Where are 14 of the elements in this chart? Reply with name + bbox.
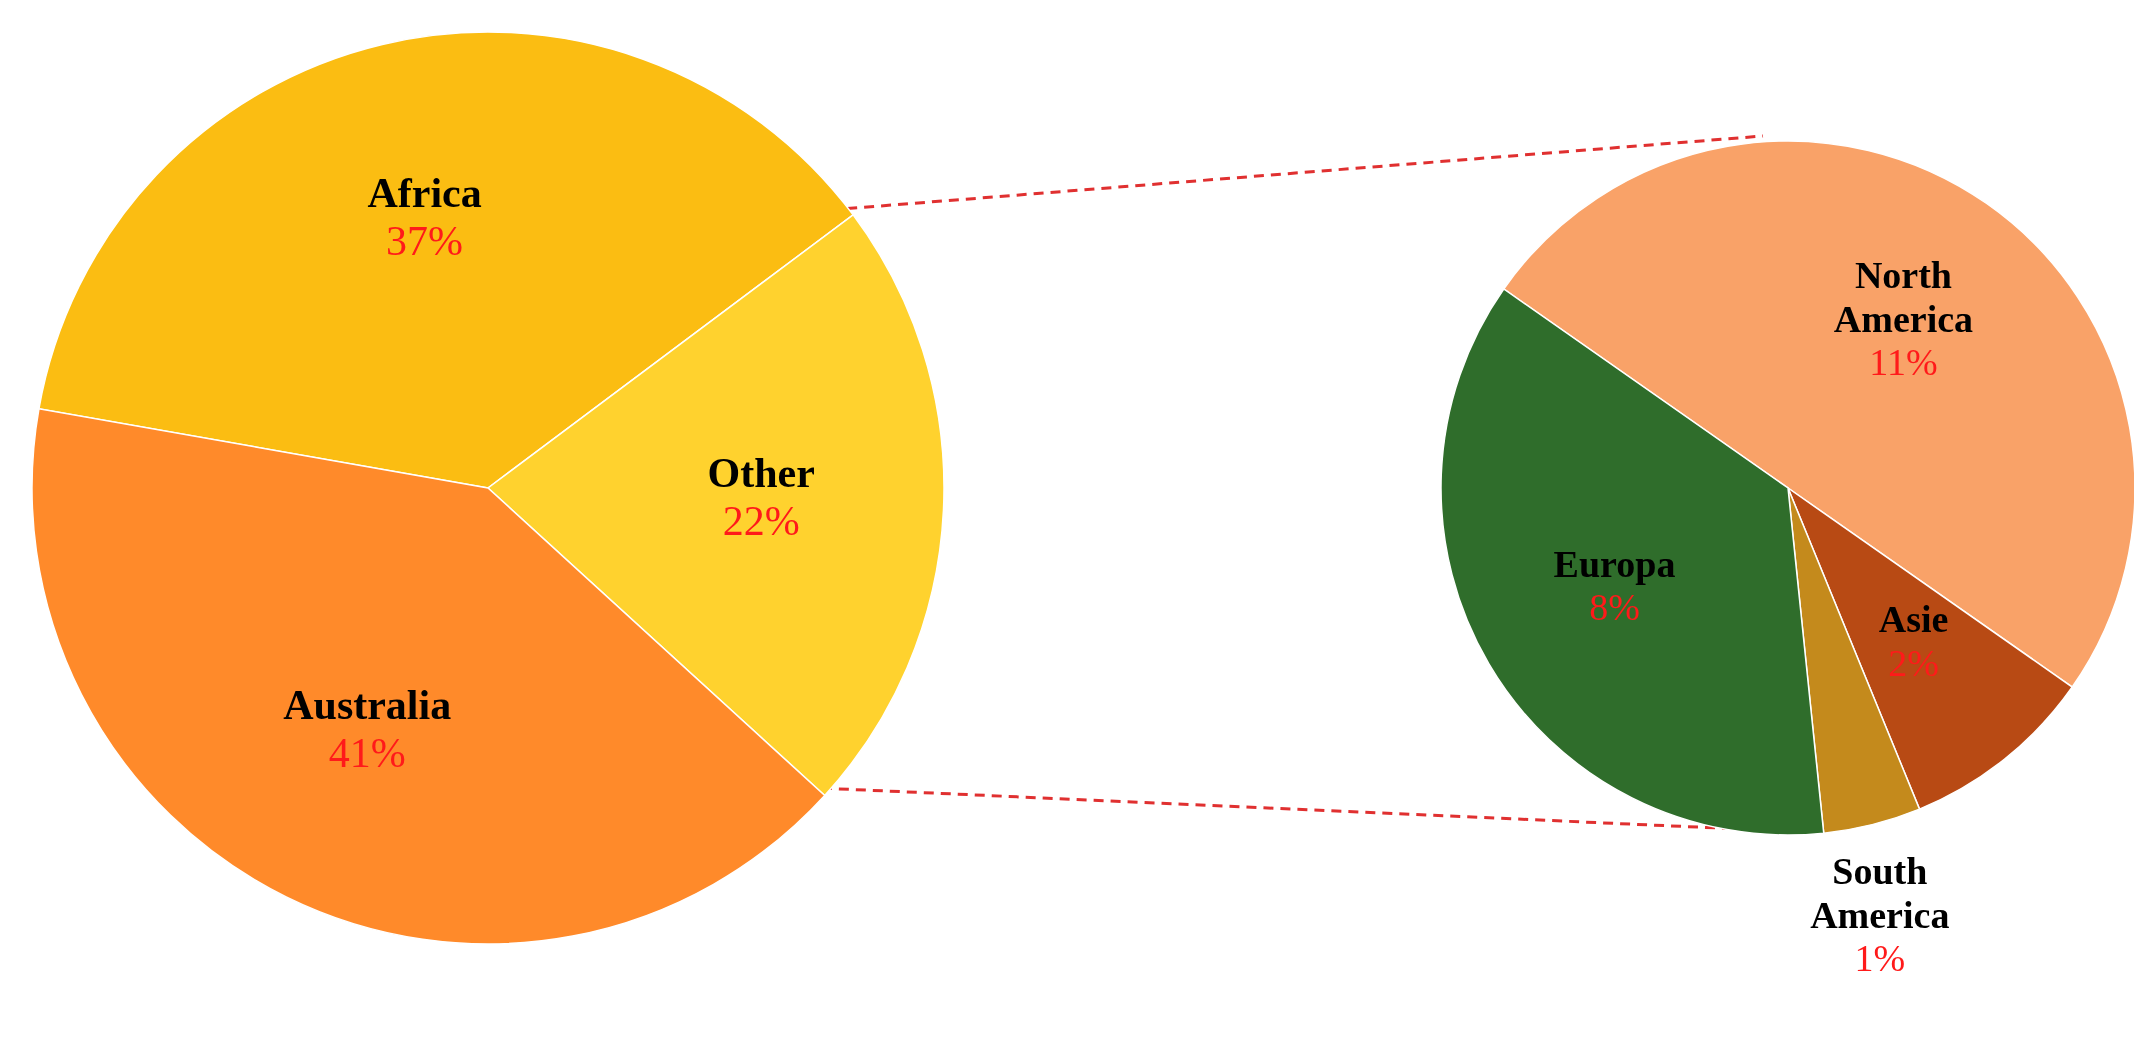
data-label: 11%	[1869, 341, 1938, 384]
slice-label: Asie	[1878, 597, 1949, 640]
data-label: 37%	[386, 218, 464, 265]
slice-label: Australia	[283, 681, 452, 728]
data-label: 1%	[1854, 937, 1906, 980]
data-label: 8%	[1589, 586, 1640, 629]
data-label: 2%	[1888, 641, 1939, 684]
slice-label: South America	[1810, 850, 1950, 936]
data-label: 22%	[722, 497, 800, 544]
data-label: 41%	[328, 730, 406, 777]
slice-label: Europa	[1553, 542, 1676, 585]
slice-label: North America	[1833, 253, 1974, 340]
slice-label: Africa	[367, 170, 482, 217]
slice-label: Other	[707, 449, 815, 496]
